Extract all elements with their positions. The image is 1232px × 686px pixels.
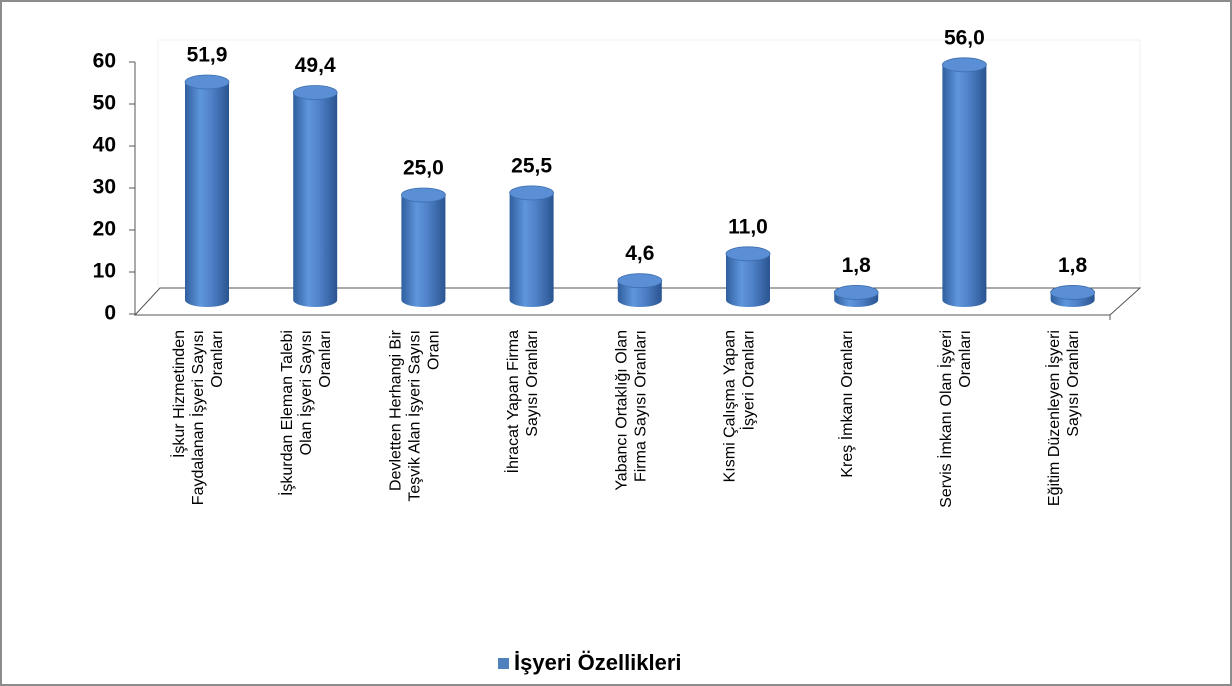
data-label: 11,0 <box>728 215 768 238</box>
data-label: 25,0 <box>403 157 444 180</box>
bar <box>833 285 879 307</box>
bar-body <box>617 280 662 307</box>
bar-top <box>400 187 446 203</box>
bar-body <box>185 82 229 308</box>
y-tick-label: 10 <box>93 260 116 283</box>
bar-top <box>942 57 987 73</box>
bar-top <box>1050 285 1095 300</box>
x-tick-label: İşkur Hizmetinden Faydalanan İşyeri Sayıs… <box>169 330 226 505</box>
x-tick-label: Kısmi Çalışma Yapan İşyeri Oranları <box>722 330 758 482</box>
bar <box>400 187 446 307</box>
data-label: 1,8 <box>1058 254 1088 277</box>
y-tick-label: 30 <box>93 176 116 199</box>
x-tick-label: Yabancı Ortaklığı Olan Firma Sayısı Oranl… <box>614 330 650 491</box>
data-label: 25,5 <box>511 154 552 177</box>
y-tick-label: 20 <box>93 218 116 241</box>
bar-body <box>293 92 338 308</box>
bar <box>617 273 663 307</box>
bar <box>1050 285 1095 307</box>
legend-label: İşyeri Özellikleri <box>514 650 682 675</box>
bar <box>184 74 230 308</box>
x-tick-label: İşkurdan Eleman Talebi Olan İşyeri Sayısı… <box>277 330 334 496</box>
data-label: 1,8 <box>842 254 872 277</box>
bar-top <box>617 273 663 289</box>
y-tick-label: 40 <box>93 134 116 157</box>
x-tick-label: Kreş İmkanı Oranları <box>837 330 856 478</box>
data-label: 4,6 <box>625 242 654 265</box>
bar <box>292 85 338 308</box>
y-tick-label: 60 <box>93 50 116 73</box>
x-tick-label: Servis İmkanı Olan İşyeri Oranları <box>936 330 974 508</box>
data-label: 51,9 <box>187 44 228 67</box>
bar-top <box>725 246 771 262</box>
x-tick-label: İhracat Yapan Firma Sayısı Oranları <box>503 330 541 474</box>
x-tick-label: Devletten Herhangi Bir Teşvik Alan İşyeri… <box>388 329 443 501</box>
bar-body <box>401 195 446 307</box>
bar-top <box>292 85 338 100</box>
bar <box>725 246 771 307</box>
bar-body <box>726 253 770 307</box>
bar-top <box>509 185 554 201</box>
y-tick-label: 0 <box>104 302 116 325</box>
data-label: 56,0 <box>944 26 985 49</box>
x-tick-label: Eğitim Düzenleyen İşyeri Sayısı Oranları <box>1044 330 1082 506</box>
y-tick-label: 50 <box>93 92 116 115</box>
bar-body <box>509 192 554 307</box>
bar <box>509 185 554 307</box>
bar <box>942 57 987 307</box>
bar-top <box>833 285 879 300</box>
bar-top <box>184 74 230 90</box>
legend-swatch <box>498 658 509 669</box>
data-label: 49,4 <box>295 54 336 77</box>
bar-body <box>942 64 987 307</box>
